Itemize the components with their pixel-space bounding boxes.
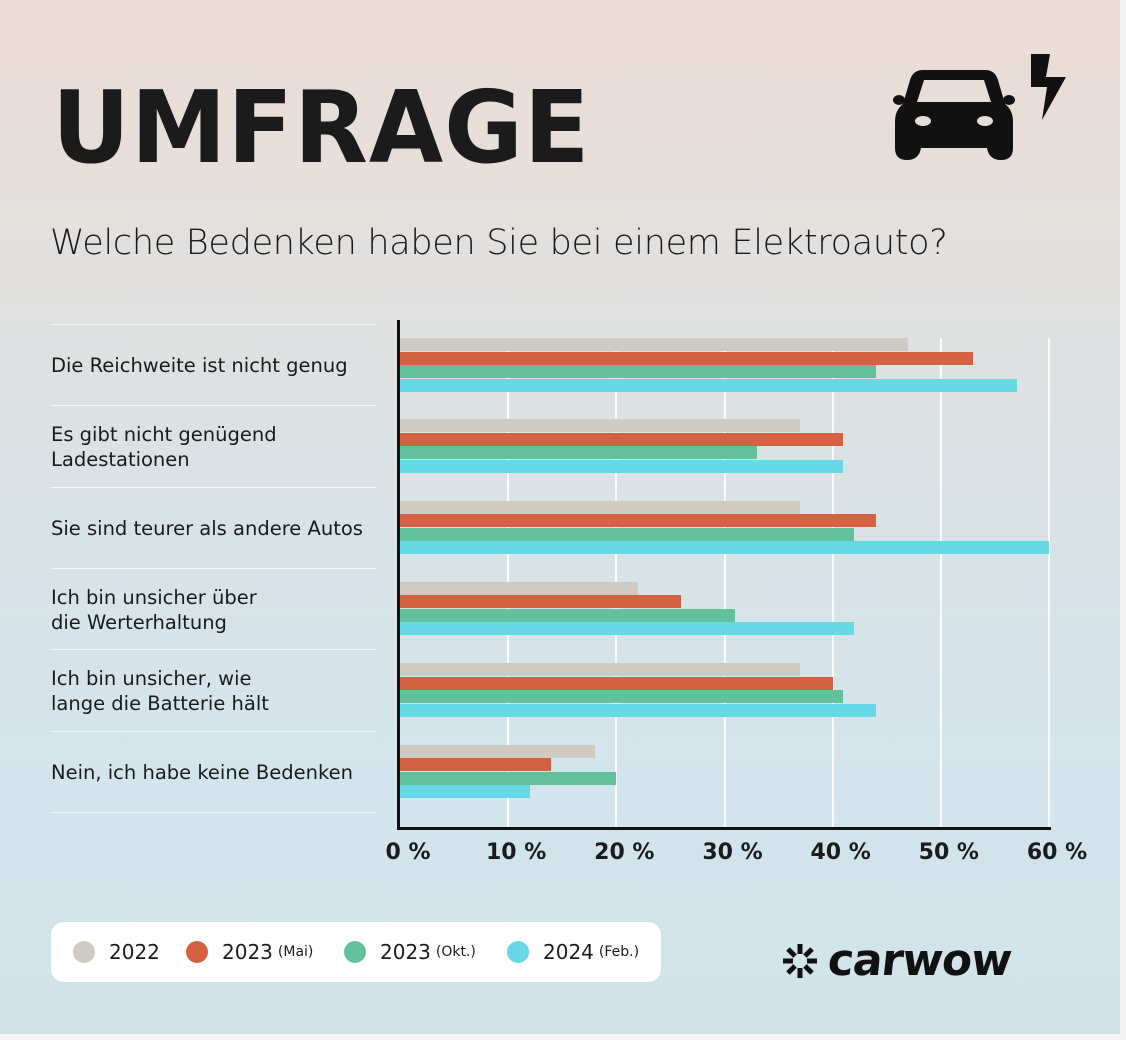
carwow-logo-icon (783, 944, 817, 978)
legend-item-2023-okt: 2023 (Okt.) (344, 922, 476, 982)
bar (400, 744, 595, 758)
category-label: Die Reichweite ist nicht genug (51, 354, 348, 378)
category-separator (51, 324, 376, 325)
x-tick-label: 60 % (1026, 840, 1088, 865)
legend-dot (344, 941, 366, 963)
category-label: Sie sind teurer als andere Autos (51, 516, 363, 540)
category-label: Ich bin unsicher, wie lange die Batterie … (51, 666, 269, 715)
x-tick-label: 30 % (702, 840, 763, 865)
legend-year: 2023 (380, 940, 431, 964)
bar (400, 622, 855, 636)
legend-dot (73, 941, 95, 963)
legend-year: 2022 (109, 940, 160, 964)
category-label: Ich bin unsicher über die Werterhaltung (51, 585, 257, 634)
legend: 2022 2023 (Mai) 2023 (Okt.) 2024 (Feb.) (51, 922, 661, 982)
bar (400, 541, 1049, 555)
brand-name: carwow (825, 935, 1014, 986)
bar (400, 676, 833, 690)
bar (400, 758, 552, 771)
bar (400, 690, 844, 704)
bar (400, 595, 682, 609)
page-title: UMFRAGE (52, 69, 591, 186)
legend-item-2022: 2022 (73, 922, 160, 982)
bar (400, 419, 801, 433)
bar (400, 785, 530, 798)
legend-year: 2024 (543, 940, 594, 964)
bar (400, 378, 1017, 392)
legend-sub: (Mai) (277, 944, 314, 960)
x-tick-label: 0 % (385, 840, 431, 865)
x-tick-label: 20 % (594, 840, 655, 865)
bar (400, 608, 736, 622)
gridline (939, 338, 942, 828)
chart-question: Welche Bedenken haben Sie bei einem Elek… (50, 223, 948, 263)
legend-sub: (Okt.) (435, 944, 476, 960)
category-label: Es gibt nicht genügend Ladestationen (51, 422, 277, 471)
gridline (1048, 338, 1050, 828)
x-tick-label: 50 % (918, 840, 979, 865)
bar (400, 663, 801, 677)
category-separator (51, 811, 376, 813)
category-separator (51, 730, 376, 732)
bar (400, 338, 909, 351)
gridline (831, 338, 834, 828)
category-label: Nein, ich habe keine Bedenken (51, 760, 353, 784)
category-separator (51, 405, 376, 407)
x-tick-label: 10 % (485, 840, 547, 865)
bar (400, 432, 844, 446)
bar (400, 446, 757, 460)
bar (400, 581, 638, 595)
brand-logo: carwow (782, 935, 1014, 986)
legend-item-2024-feb: 2024 (Feb.) (507, 922, 639, 982)
bar (400, 351, 974, 365)
legend-dot (507, 941, 529, 963)
y-axis (397, 320, 400, 830)
gridline (723, 338, 726, 828)
legend-sub: (Feb.) (598, 944, 640, 960)
bar (400, 527, 855, 541)
legend-item-2023-mai: 2023 (Mai) (186, 922, 313, 982)
category-separator (51, 649, 376, 651)
bar (400, 500, 801, 514)
x-axis (397, 827, 1051, 830)
bar (400, 514, 876, 528)
lightning-bolt-icon (1031, 54, 1066, 120)
bar (400, 459, 844, 473)
category-separator (51, 486, 376, 488)
x-tick-label: 40 % (810, 840, 871, 865)
car-icon (893, 70, 1015, 160)
bar (400, 365, 876, 378)
bar (400, 703, 876, 717)
legend-dot (186, 941, 208, 963)
bar (400, 771, 617, 785)
legend-year: 2023 (222, 940, 273, 964)
category-separator (51, 567, 376, 569)
